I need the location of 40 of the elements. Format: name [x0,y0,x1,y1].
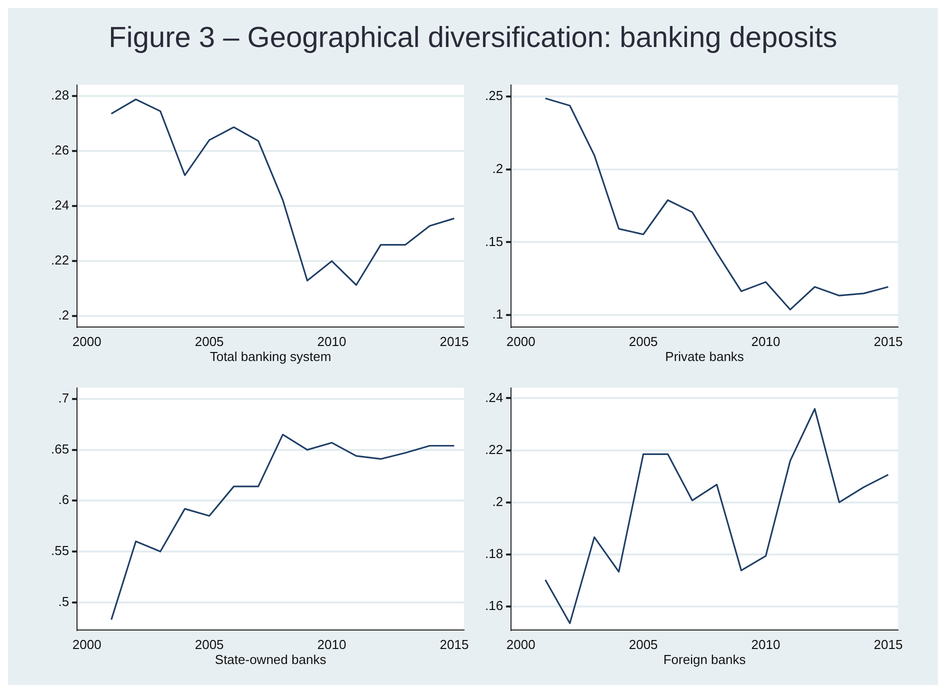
y-tick-label: .28 [50,87,70,102]
x-tick-label: 2005 [628,637,658,652]
x-tick-label: 2000 [506,637,536,652]
x-tick-label: 2005 [628,334,658,350]
x-axis-title: Foreign banks [663,652,746,667]
y-tick-label: .6 [58,492,70,508]
x-axis-title: State-owned banks [214,652,327,667]
y-tick-label: .7 [58,390,70,406]
x-axis-title: Total banking system [210,348,332,364]
x-tick-label: 2000 [72,637,102,652]
x-tick-label: 2010 [751,637,780,652]
x-tick-label: 2010 [751,334,780,350]
x-tick-label: 2015 [874,637,903,652]
x-tick-label: 2000 [506,334,536,350]
y-tick-label: .2 [58,307,70,322]
y-tick-label: .25 [484,88,504,104]
y-tick-label: .15 [484,234,504,249]
x-tick-label: 2010 [317,334,346,350]
y-tick-label: .1 [492,306,504,322]
x-axis-title: Private banks [665,348,744,364]
x-tick-label: 2015 [440,637,469,652]
y-tick-label: .2 [492,160,504,176]
y-tick-label: .16 [484,598,504,613]
y-tick-label: .18 [484,546,504,561]
y-tick-label: .24 [50,197,70,212]
x-tick-label: 2005 [194,334,224,350]
y-tick-label: .65 [50,441,70,456]
x-tick-label: 2000 [72,334,102,350]
x-tick-label: 2015 [440,334,469,350]
y-tick-label: .22 [484,442,504,457]
x-tick-label: 2005 [194,637,224,652]
y-tick-label: .5 [58,594,70,609]
y-tick-label: .22 [50,252,70,268]
y-tick-label: .26 [50,142,70,158]
chart-title: Figure 3 – Geographical diversification: banking deposits [108,21,838,56]
x-tick-label: 2010 [317,637,346,652]
y-tick-label: .2 [492,494,504,509]
y-tick-label: .55 [50,543,70,558]
x-tick-label: 2015 [874,334,903,350]
y-tick-label: .24 [484,390,504,405]
